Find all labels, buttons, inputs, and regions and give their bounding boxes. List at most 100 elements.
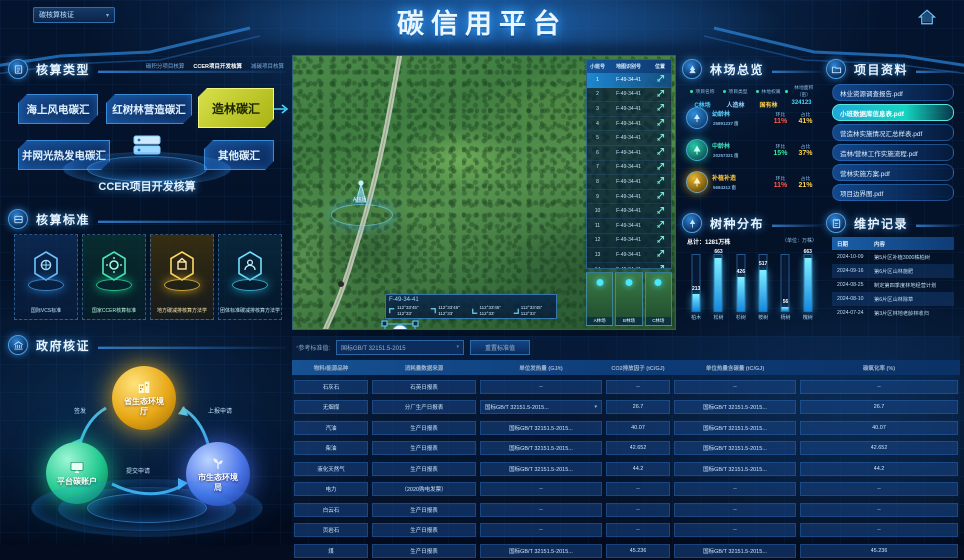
reference-standard-select[interactable]: 国标GB/T 32151.5-2015 ▾ <box>336 340 464 355</box>
table-row[interactable]: 电力 （2020购电发票） -- -- -- -- <box>292 480 960 499</box>
thumbnail-forest-a[interactable]: A林场 <box>586 272 613 326</box>
plot-position-icon[interactable] <box>649 133 671 144</box>
plot-list-rows[interactable]: 1 F-49-34-41 2 F-49-34-41 3 F-49-34-41 4… <box>587 73 671 268</box>
plot-position-icon[interactable] <box>649 206 671 217</box>
document-item[interactable]: 项目边界图.pdf <box>832 184 954 201</box>
plot-list-item[interactable]: 4 F-49-34-41 <box>587 117 671 132</box>
plot-list-item[interactable]: 3 F-49-34-41 <box>587 102 671 117</box>
plot-list-item[interactable]: 12 F-49-34-41 <box>587 234 671 249</box>
plot-list-item[interactable]: 9 F-49-34-41 <box>587 190 671 205</box>
table-cell[interactable]: 生产日报表 <box>372 544 476 558</box>
table-cell[interactable]: -- <box>606 503 670 517</box>
document-item[interactable]: 小班数据库信息表.pdf <box>832 104 954 121</box>
type-button-afforestation[interactable]: 造林碳汇 <box>198 88 274 128</box>
table-cell[interactable]: 煤 <box>294 544 368 558</box>
plot-position-icon[interactable] <box>649 249 671 260</box>
table-cell[interactable]: 柴油 <box>294 441 368 455</box>
table-cell[interactable]: 40.07 <box>800 421 958 435</box>
table-cell[interactable]: -- <box>480 380 602 394</box>
subtab-ccer[interactable]: CCER项目开发核算 <box>193 62 242 70</box>
table-cell[interactable]: 45.236 <box>800 544 958 558</box>
standard-card-ccer[interactable]: 国家CCER核算标准 <box>82 234 146 320</box>
plot-position-icon[interactable] <box>649 235 671 246</box>
table-cell[interactable]: -- <box>674 503 796 517</box>
table-cell[interactable]: -- <box>606 482 670 496</box>
table-row[interactable]: 页岩石 生产日报表 -- -- -- -- <box>292 521 960 540</box>
plot-position-icon[interactable] <box>649 162 671 173</box>
plot-position-icon[interactable] <box>649 191 671 202</box>
plot-list-item[interactable]: 14 F-49-34-41 <box>587 263 671 268</box>
plot-list-item[interactable]: 5 F-49-34-41 <box>587 131 671 146</box>
table-row[interactable]: 柴油 生产日报表 国标GB/T 32151.5-2015... 42.652 国… <box>292 439 960 458</box>
table-cell[interactable]: 国标GB/T 32151.5-2015... <box>480 544 602 558</box>
table-cell[interactable]: -- <box>674 380 796 394</box>
maintenance-row[interactable]: 2024-08-25 制定第四季度林地经营计划 <box>832 278 954 292</box>
table-cell[interactable]: 42.652 <box>606 441 670 455</box>
table-body[interactable]: 石灰石 石英日报表 -- -- -- -- 无烟煤 分厂生产日报表 国标GB/T… <box>292 377 960 560</box>
plot-list-item[interactable]: 13 F-49-34-41 <box>587 248 671 263</box>
plot-position-icon[interactable] <box>649 74 671 85</box>
plot-position-icon[interactable] <box>649 176 671 187</box>
table-cell[interactable]: -- <box>480 503 602 517</box>
maintenance-row[interactable]: 2024-09-16 第6片区山林施肥 <box>832 264 954 278</box>
table-cell[interactable]: 电力 <box>294 482 368 496</box>
plot-list-item[interactable]: 11 F-49-34-41 <box>587 219 671 234</box>
plot-position-icon[interactable] <box>649 103 671 114</box>
reset-standard-button[interactable]: 重置标准值 <box>470 340 530 355</box>
plot-list-item[interactable]: 2 F-49-34-41 <box>587 88 671 103</box>
table-cell[interactable]: 石灰石 <box>294 380 368 394</box>
plot-position-icon[interactable] <box>649 147 671 158</box>
table-cell[interactable]: 国标GB/T 32151.5-2015... <box>480 441 602 455</box>
type-button-offshore-wind[interactable]: 海上风电碳汇 <box>18 94 98 124</box>
table-cell[interactable]: 26.7 <box>606 400 670 414</box>
table-cell[interactable]: 26.7 <box>800 400 958 414</box>
table-cell[interactable]: 生产日报表 <box>372 462 476 476</box>
table-cell[interactable]: 汽油 <box>294 421 368 435</box>
maintenance-row[interactable]: 2024-08-10 第6片区山林除草 <box>832 292 954 306</box>
table-cell[interactable]: 生产日报表 <box>372 523 476 537</box>
table-cell[interactable]: 分厂生产日报表 <box>372 400 476 414</box>
home-icon[interactable] <box>918 8 936 26</box>
table-row[interactable]: 汽油 生产日报表 国标GB/T 32151.5-2015... 40.07 国标… <box>292 418 960 437</box>
table-cell[interactable]: 白云石 <box>294 503 368 517</box>
table-cell[interactable]: 国标GB/T 32151.5-2015... <box>480 462 602 476</box>
standard-card-group-method[interactable]: 团体标准碳减排核算方法学 <box>218 234 282 320</box>
table-cell[interactable]: 国标GB/T 32151.5-2015... <box>674 421 796 435</box>
maintenance-row[interactable]: 2024-07-24 第3片区林地老龄林收归 <box>832 306 954 320</box>
table-cell[interactable]: 国标GB/T 32151.5-2015... <box>674 462 796 476</box>
table-cell[interactable]: 45.236 <box>606 544 670 558</box>
maintenance-row[interactable]: 2024-10-09 第5片区补植3000株柏树 <box>832 250 954 264</box>
table-cell[interactable]: -- <box>800 523 958 537</box>
table-cell[interactable]: -- <box>800 482 958 496</box>
table-cell[interactable]: -- <box>480 523 602 537</box>
table-row[interactable]: 煤 生产日报表 国标GB/T 32151.5-2015... 45.236 国标… <box>292 541 960 560</box>
table-cell[interactable]: 页岩石 <box>294 523 368 537</box>
table-row[interactable]: 白云石 生产日报表 -- -- -- -- <box>292 500 960 519</box>
table-cell[interactable]: 无烟煤 <box>294 400 368 414</box>
table-cell[interactable]: 国标GB/T 32151.5-2015...▾ <box>480 400 602 414</box>
plot-position-icon[interactable] <box>649 118 671 129</box>
document-item[interactable]: 林业资源调查报告.pdf <box>832 84 954 101</box>
thumbnail-forest-b[interactable]: B林场 <box>615 272 642 326</box>
standard-card-local-method[interactable]: 地方碳减排核算方法学 <box>150 234 214 320</box>
table-cell[interactable]: 生产日报表 <box>372 421 476 435</box>
table-cell[interactable]: -- <box>606 380 670 394</box>
table-cell[interactable]: 国标GB/T 32151.5-2015... <box>674 441 796 455</box>
plot-list-item[interactable]: 10 F-49-34-41 <box>587 204 671 219</box>
table-cell[interactable]: -- <box>674 482 796 496</box>
table-cell[interactable]: 国标GB/T 32151.5-2015... <box>480 421 602 435</box>
map-viewer[interactable]: A林场 F-49-34-41 112°33'45"112°33' 112°33'… <box>292 55 676 330</box>
document-item[interactable]: 营林实施方案.pdf <box>832 164 954 181</box>
mode-selector[interactable]: 碳核算核证 ▾ <box>33 7 115 23</box>
plot-list-item[interactable]: 1 F-49-34-41 <box>587 73 671 88</box>
table-cell[interactable]: （2020购电发票） <box>372 482 476 496</box>
type-button-mangrove[interactable]: 红树林营造碳汇 <box>106 94 192 124</box>
table-cell[interactable]: -- <box>674 523 796 537</box>
table-cell[interactable]: 生产日报表 <box>372 441 476 455</box>
subtab-carbon-credit[interactable]: 碳积分项目核算 <box>146 62 185 70</box>
table-cell[interactable]: -- <box>800 380 958 394</box>
plot-list-item[interactable]: 8 F-49-34-41 <box>587 175 671 190</box>
plot-list[interactable]: 小班号 地图识别号 位置 1 F-49-34-41 2 F-49-34-41 3… <box>586 59 672 269</box>
subtab-reduction[interactable]: 减碳项目核算 <box>251 62 284 70</box>
table-cell[interactable]: 42.652 <box>800 441 958 455</box>
